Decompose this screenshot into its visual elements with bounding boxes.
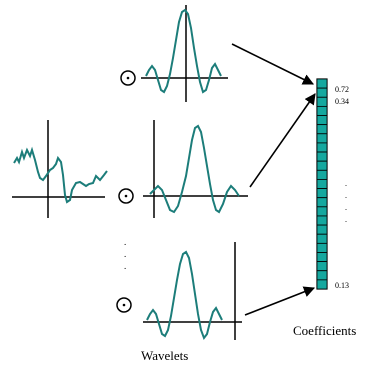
- coefficient-cell: [316, 151, 328, 162]
- coefficient-cell: [316, 261, 328, 272]
- coefficient-ellipsis-dot: .: [345, 179, 347, 188]
- coefficient-cell: [316, 224, 328, 235]
- coefficient-cell: [316, 197, 328, 208]
- coefficient-ellipsis-dot: .: [345, 203, 347, 212]
- coefficient-column: [316, 78, 328, 290]
- coefficient-cell: [316, 96, 328, 107]
- wavelet-3-curve: [146, 250, 223, 341]
- coefficients-label: Coefficients: [293, 323, 356, 338]
- coefficient-cell: [316, 142, 328, 153]
- coefficient-cell: [316, 160, 328, 171]
- input-signal-curve: [13, 146, 108, 204]
- coefficient-value-first: 0.72: [335, 85, 349, 94]
- coefficient-cell: [316, 252, 328, 263]
- coefficient-cell: [316, 169, 328, 180]
- coefficient-cell: [316, 124, 328, 135]
- ellipsis-dot: .: [124, 237, 126, 247]
- input-signal: [12, 120, 108, 218]
- coefficient-cell: [316, 179, 328, 189]
- dot-product-icon: [120, 70, 136, 86]
- coefficient-cell: [316, 215, 328, 226]
- coefficient-value-second: 0.34: [335, 97, 349, 106]
- arrow-icon: [249, 93, 316, 188]
- arrow-icon: [244, 286, 316, 316]
- coefficient-cell: [316, 115, 328, 126]
- ellipsis-dot: .: [124, 249, 126, 259]
- coefficient-cell: [316, 188, 328, 199]
- coefficient-cell: [316, 78, 328, 89]
- coefficient-cell: [316, 105, 328, 116]
- coefficient-ellipsis-dot: .: [345, 215, 347, 224]
- dot-product-icon: [116, 297, 132, 313]
- coefficient-cell: [316, 133, 328, 144]
- wavelet-3: [143, 242, 242, 341]
- wavelet-1: [141, 5, 228, 102]
- coefficient-cell: [316, 206, 328, 217]
- ellipsis-dot: .: [124, 261, 126, 271]
- wavelet-1-curve: [145, 8, 222, 94]
- coefficient-cell: [316, 242, 328, 253]
- wavelet-2: [143, 120, 248, 218]
- coefficient-value-last: 0.13: [335, 281, 349, 290]
- vertical-ellipsis: . . .: [124, 237, 126, 271]
- coefficient-cell: [316, 87, 328, 98]
- dot-product-icon: [118, 188, 134, 204]
- coefficient-cell: [316, 270, 328, 281]
- wavelets-label: Wavelets: [141, 348, 188, 363]
- arrow-icon: [231, 43, 315, 85]
- coefficient-cell: [316, 233, 328, 244]
- coefficient-cell: [316, 279, 328, 290]
- coefficient-ellipsis-dot: .: [345, 191, 347, 200]
- wavelet-2-curve: [149, 124, 240, 214]
